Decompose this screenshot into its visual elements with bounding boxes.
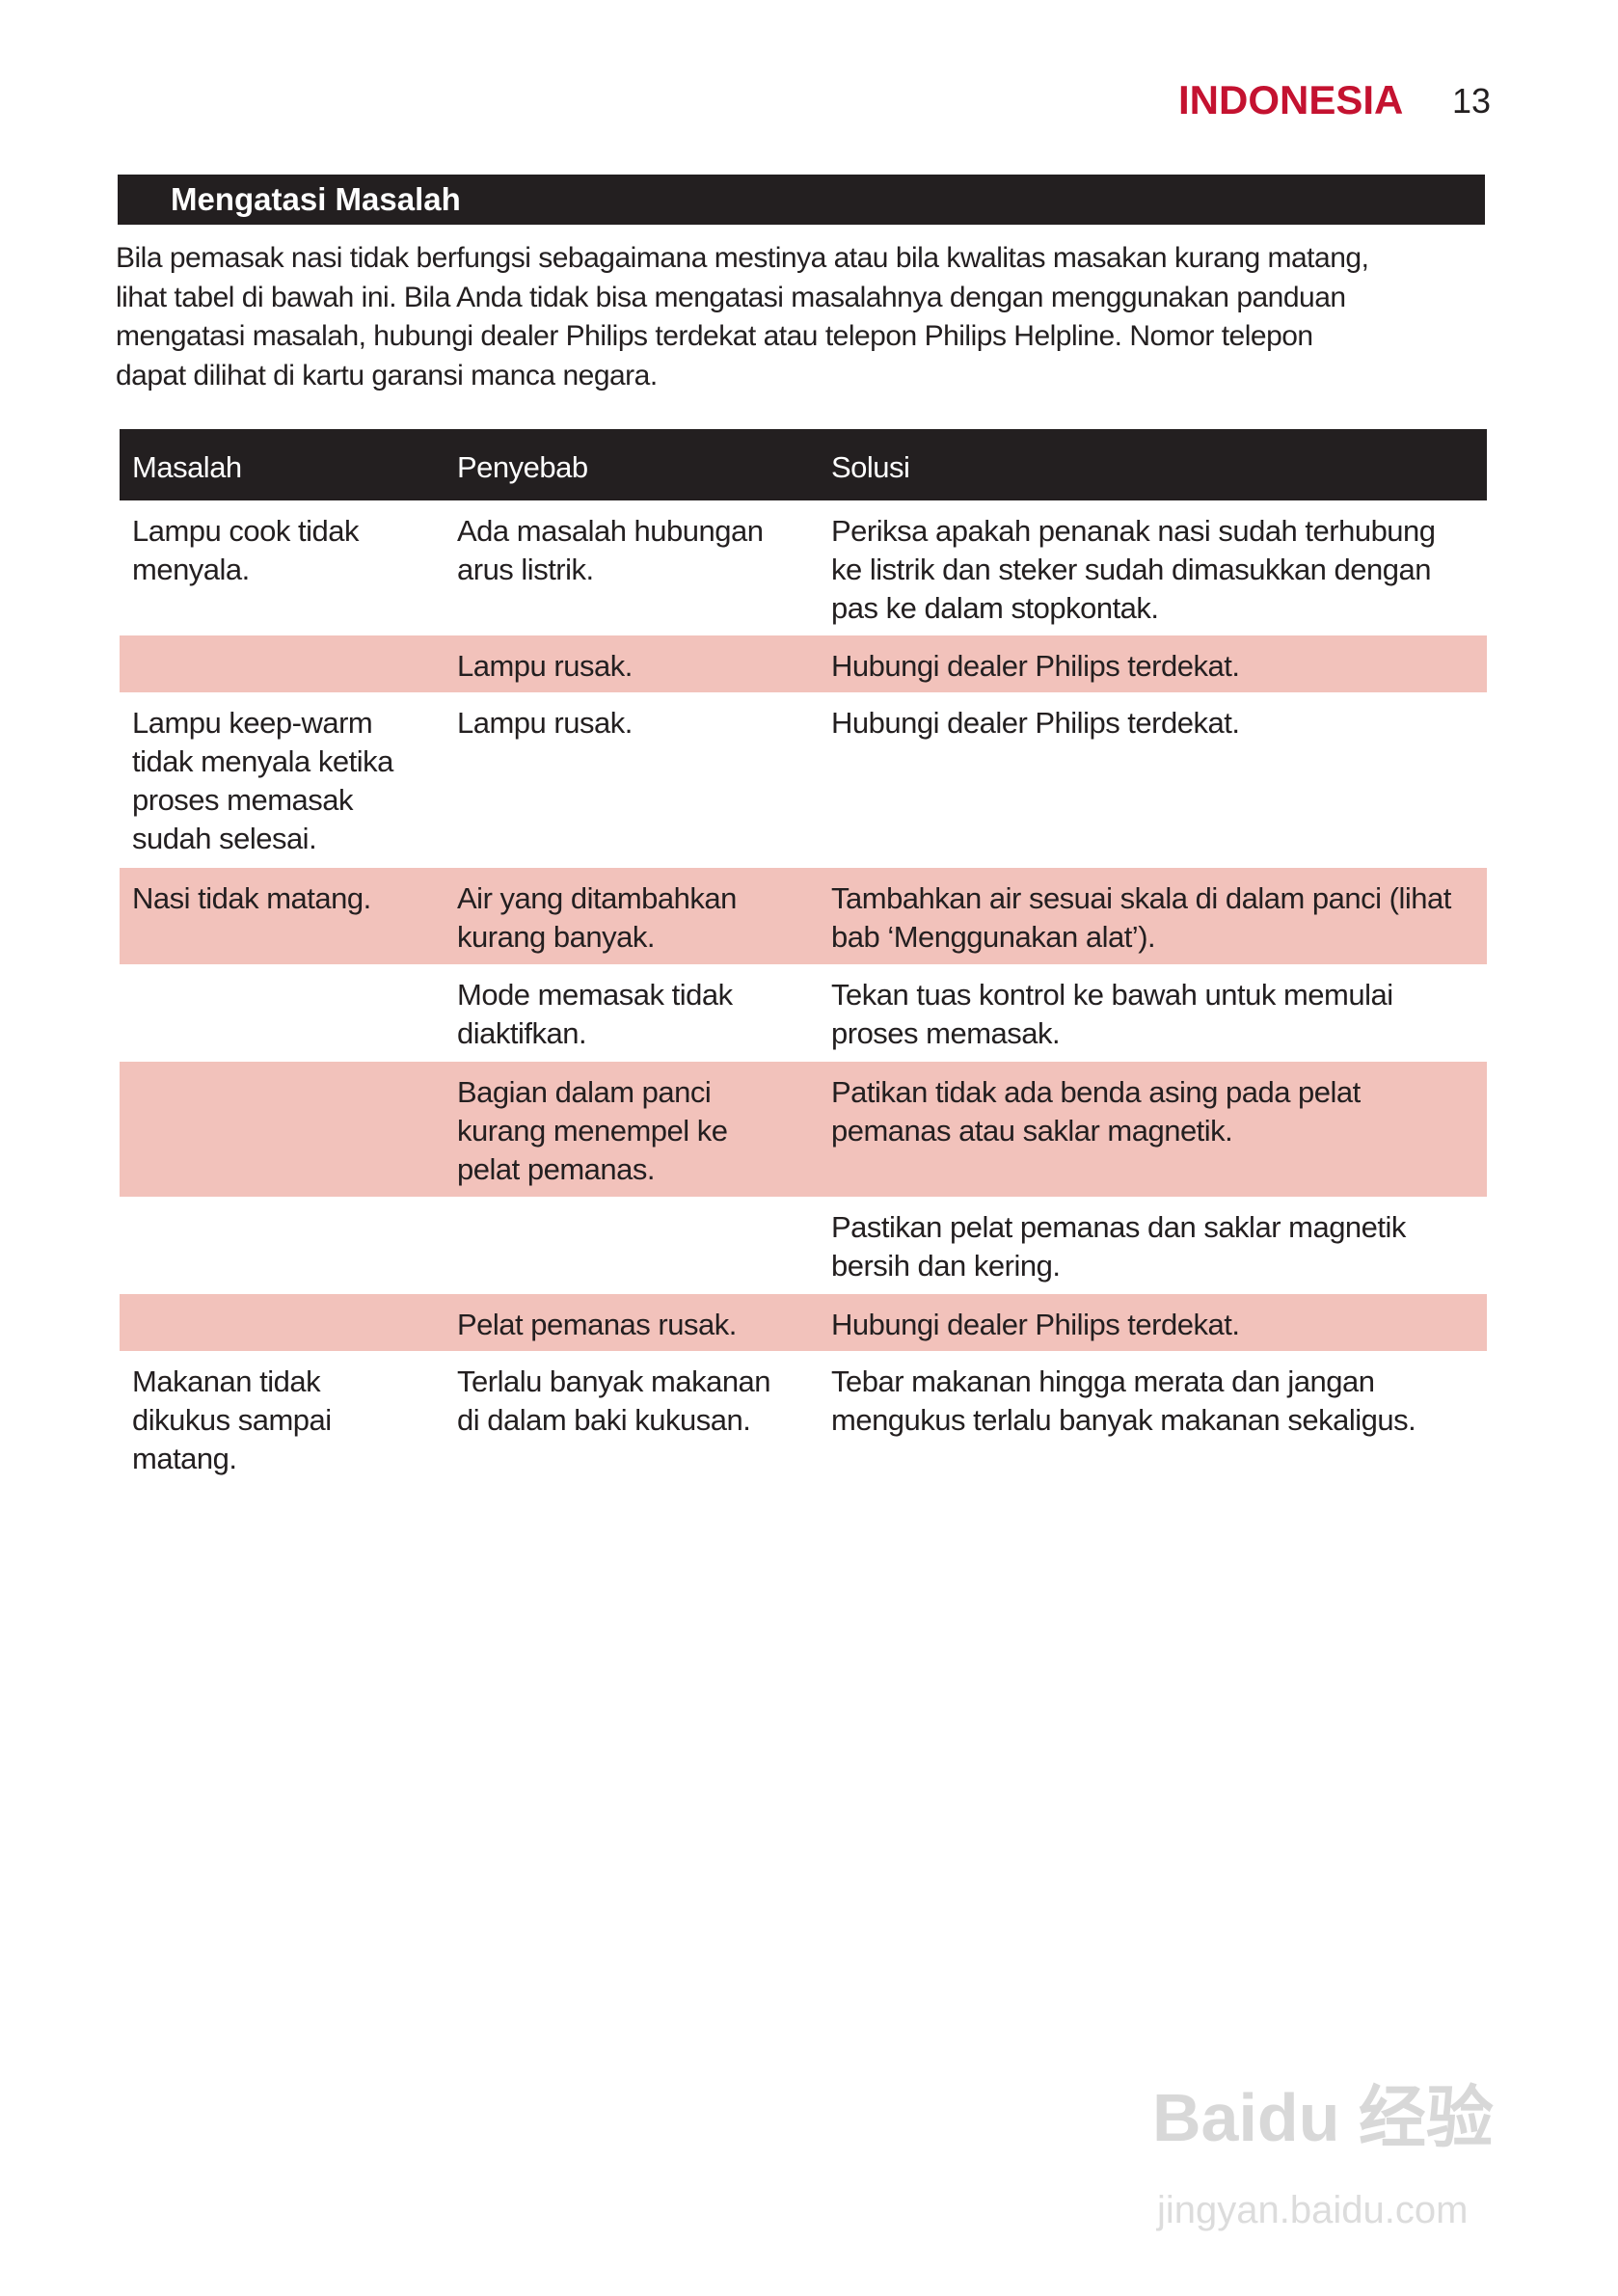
cell-solusi: Patikan tidak ada benda asing pada pelat… (831, 1075, 1361, 1148)
cell-masalah: Lampu keep-warm tidak menyala ketika pro… (132, 706, 393, 855)
intro-paragraph: Bila pemasak nasi tidak berfungsi sebaga… (116, 242, 1369, 392)
table-row: Lampu keep-warm tidak menyala ketika pro… (120, 692, 1487, 868)
cell-solusi: Hubungi dealer Philips terdekat. (831, 706, 1240, 740)
cell-penyebab: Lampu rusak. (457, 649, 633, 683)
section-title: Mengatasi Masalah (171, 181, 461, 217)
baidu-watermark-logo: Baidu 经验 (1152, 2080, 1494, 2155)
header-masalah: Masalah (132, 450, 242, 484)
cell-penyebab: Mode memasak tidak diaktifkan. (457, 978, 733, 1050)
baidu-watermark-url: jingyan.baidu.com (1157, 2189, 1469, 2231)
cell-masalah: Lampu cook tidak menyala. (132, 514, 359, 586)
cell-penyebab: Air yang ditambahkan kurang banyak. (457, 881, 737, 954)
cell-solusi: Tebar makanan hingga merata dan jangan m… (831, 1364, 1416, 1437)
header-penyebab: Penyebab (457, 450, 588, 484)
cell-penyebab: Pelat pemanas rusak. (457, 1308, 737, 1341)
table-row: Bagian dalam panci kurang menempel ke pe… (120, 1062, 1487, 1197)
table-row: Pastikan pelat pemanas dan saklar magnet… (120, 1197, 1487, 1294)
table-row: Lampu rusak. Hubungi dealer Philips terd… (120, 635, 1487, 692)
cell-solusi: Tambahkan air sesuai skala di dalam panc… (831, 881, 1451, 954)
language-heading: INDONESIA (1178, 77, 1404, 122)
cell-solusi: Pastikan pelat pemanas dan saklar magnet… (831, 1210, 1406, 1283)
table-row: Mode memasak tidak diaktifkan. Tekan tua… (120, 964, 1487, 1062)
table-row: Makanan tidak dikukus sampai matang. Ter… (120, 1351, 1487, 1486)
cell-masalah: Makanan tidak dikukus sampai matang. (132, 1364, 332, 1475)
cell-penyebab: Ada masalah hubungan arus listrik. (457, 514, 764, 586)
cell-penyebab: Lampu rusak. (457, 706, 633, 740)
table-row: Pelat pemanas rusak. Hubungi dealer Phil… (120, 1294, 1487, 1351)
cell-solusi: Hubungi dealer Philips terdekat. (831, 1308, 1240, 1341)
cell-penyebab: Terlalu banyak makanan di dalam baki kuk… (457, 1364, 771, 1437)
page-number: 13 (1452, 81, 1492, 121)
cell-solusi: Periksa apakah penanak nasi sudah terhub… (831, 514, 1436, 625)
cell-solusi: Hubungi dealer Philips terdekat. (831, 649, 1240, 683)
section-title-bar: Mengatasi Masalah (118, 175, 1485, 225)
table-row: Lampu cook tidak menyala. Ada masalah hu… (120, 500, 1487, 635)
table-header: Masalah Penyebab Solusi (120, 429, 1487, 500)
cell-masalah: Nasi tidak matang. (132, 881, 371, 915)
cell-penyebab: Bagian dalam panci kurang menempel ke pe… (457, 1075, 728, 1186)
table-row: Nasi tidak matang. Air yang ditambahkan … (120, 868, 1487, 964)
troubleshooting-table: Masalah Penyebab Solusi Lampu cook tidak… (120, 429, 1487, 1486)
cell-solusi: Tekan tuas kontrol ke bawah untuk memula… (831, 978, 1393, 1050)
header-solusi: Solusi (831, 450, 910, 484)
